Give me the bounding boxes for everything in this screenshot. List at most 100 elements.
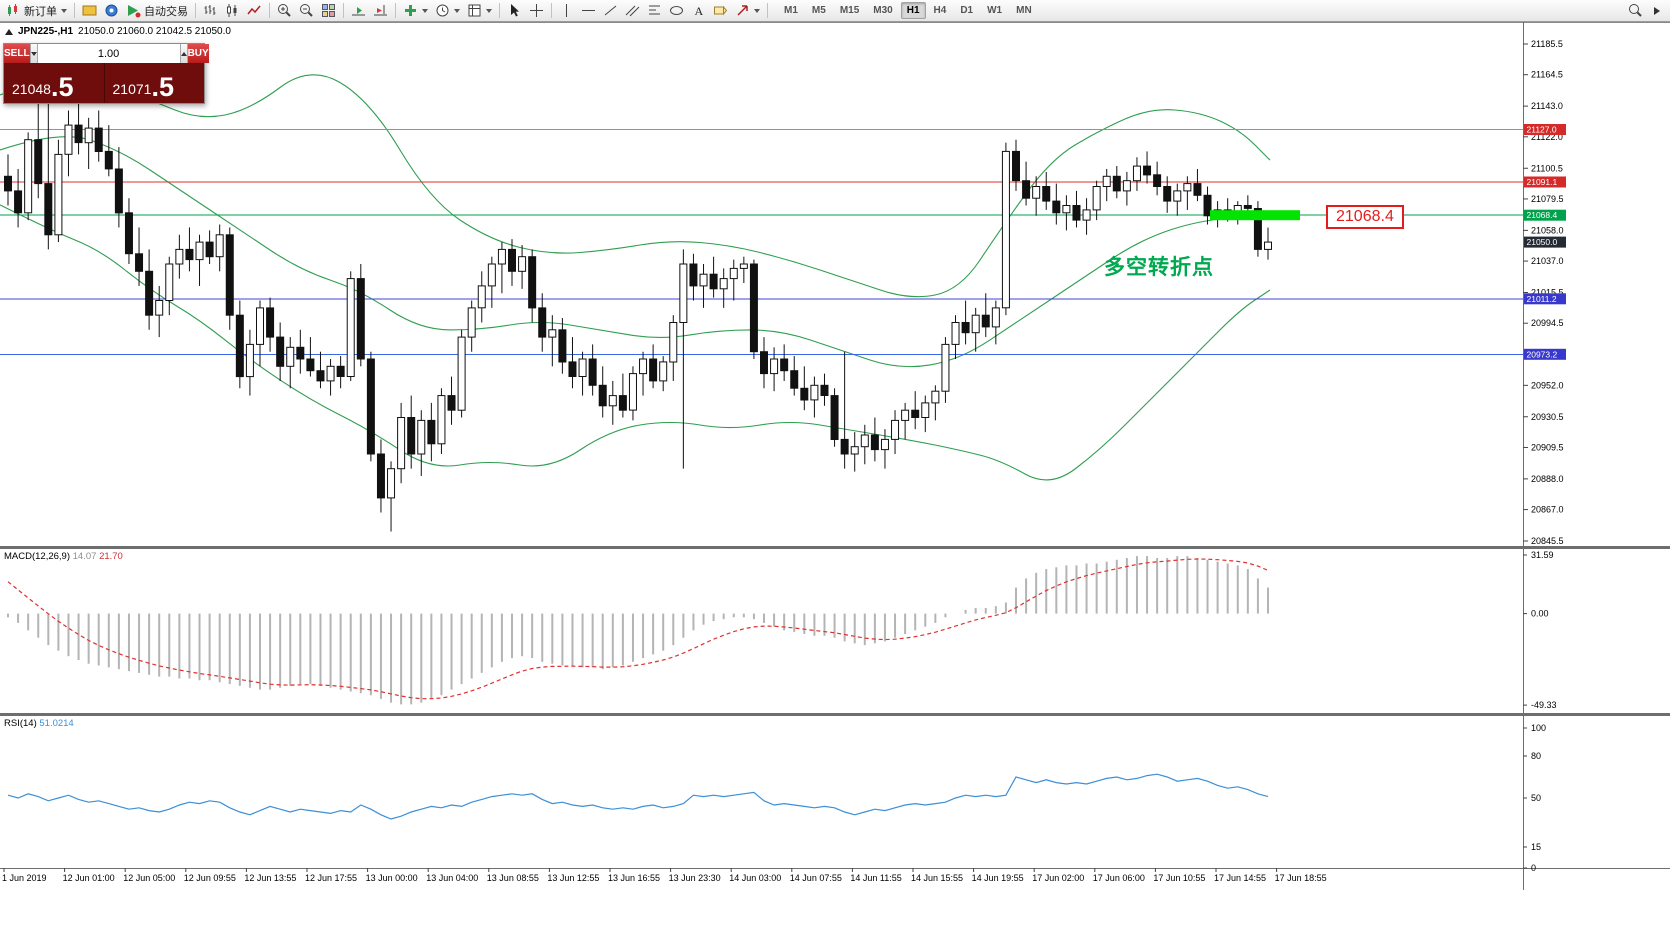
new-order-button[interactable]: 新订单 [3, 1, 70, 21]
timeframe-D1[interactable]: D1 [960, 5, 974, 16]
horizontal-line-tool[interactable] [578, 1, 599, 21]
rsi-label: RSI(14) 51.0214 [4, 718, 74, 729]
candle-body [558, 329, 567, 363]
zoom-in-button[interactable] [274, 1, 295, 21]
volume-down-button[interactable] [29, 44, 38, 63]
candle-body [1264, 241, 1272, 250]
scroll-end-button[interactable] [1647, 1, 1667, 21]
candle-body [760, 351, 768, 375]
time-axis-label: 17 Jun 18:55 [1275, 873, 1327, 883]
cursor-button[interactable] [504, 1, 525, 21]
price-tag-label: 20973.2 [1527, 349, 1558, 359]
buy-price-fraction: .5 [151, 72, 174, 103]
vertical-line-tool[interactable] [556, 1, 577, 21]
time-axis-label: 14 Jun 19:55 [972, 873, 1024, 883]
sell-button[interactable]: SELL [4, 44, 30, 63]
channel-tool[interactable] [622, 1, 643, 21]
indicators-button[interactable] [400, 1, 431, 21]
zoom-out-icon [300, 4, 313, 17]
price-axis-label: 20888.0 [1531, 474, 1564, 484]
templates-button[interactable] [464, 1, 495, 21]
text-tool[interactable]: A [688, 1, 709, 21]
price-axis[interactable]: 21185.5 21164.5 21143.0 21122.0 21100.5 21079… [1523, 39, 1566, 546]
candle-body [669, 322, 678, 363]
collapse-arrow-icon[interactable] [5, 28, 13, 35]
chart-title: JPN225-,H1 21050.0 21060.0 21042.5 21050… [5, 26, 231, 37]
candle-body [84, 127, 93, 144]
time-axis[interactable]: 1 Jun 2019 12 Jun 01:00 12 Jun 05:00 12 Jun… [2, 868, 1327, 883]
volume-up-button[interactable] [179, 44, 188, 63]
toolbar-separator [195, 3, 196, 18]
volume-input[interactable] [37, 44, 180, 63]
toolbar-separator [551, 3, 552, 18]
clock-icon [436, 4, 449, 17]
candle-body [286, 346, 295, 367]
fibonacci-tool[interactable] [644, 1, 665, 21]
rsi-axis[interactable]: 100 80 50 15 0 [1523, 723, 1546, 873]
timeframe-M1[interactable]: M1 [784, 5, 798, 16]
buy-quote[interactable]: 21071 .5 [103, 63, 205, 103]
tile-windows-button[interactable] [318, 1, 339, 21]
arrows-tool[interactable] [732, 1, 763, 21]
toolbar: 新订单 自动交易 A M1 M5 M15 M30 H1 H4 D1 W1 MN [0, 0, 1670, 22]
time-axis-label: 17 Jun 10:55 [1153, 873, 1205, 883]
candle-body [195, 241, 204, 261]
buy-button[interactable]: BUY [187, 44, 209, 63]
candle-body [407, 417, 416, 455]
toolbar-separator [499, 3, 500, 18]
candle-body [1203, 194, 1212, 217]
price-axis-label: 20952.0 [1531, 380, 1564, 390]
candle-body [14, 190, 23, 214]
bar-chart-button[interactable] [200, 1, 221, 21]
timeframe-H4[interactable]: H4 [933, 5, 947, 16]
auto-trading-button[interactable]: 自动交易 [123, 1, 191, 21]
timeframe-H1[interactable]: H1 [900, 2, 926, 19]
candle-body [1052, 200, 1061, 214]
candle-body [145, 270, 154, 316]
candle-body [1122, 180, 1131, 192]
auto-scroll-button[interactable] [348, 1, 369, 21]
line-chart-button[interactable] [244, 1, 265, 21]
trendline-tool[interactable] [600, 1, 621, 21]
candle-body [528, 256, 537, 309]
timeframe-M15[interactable]: M15 [839, 5, 860, 16]
profiles-button[interactable] [101, 1, 122, 21]
chevron-down-icon [422, 8, 428, 13]
quote-panel: 21048 .5 21071 .5 [4, 63, 204, 103]
auto-trading-icon [128, 5, 141, 18]
panel-separators[interactable] [0, 22, 1670, 890]
shapes-tool[interactable] [666, 1, 687, 21]
periods-button[interactable] [432, 1, 463, 21]
candle-body [1062, 205, 1071, 214]
candle-body [447, 395, 456, 411]
candle-body [628, 373, 637, 411]
candle-body [820, 384, 829, 396]
crosshair-button[interactable] [526, 1, 547, 21]
candle-body [155, 300, 164, 316]
chart-shift-button[interactable] [370, 1, 391, 21]
time-axis-label: 12 Jun 13:55 [244, 873, 296, 883]
timeframe-MN[interactable]: MN [1016, 5, 1032, 16]
zoom-out-button[interactable] [296, 1, 317, 21]
candle-body [780, 358, 789, 372]
candlestick-chart-button[interactable] [222, 1, 243, 21]
candle-body [497, 248, 506, 265]
timeframe-M30[interactable]: M30 [873, 5, 893, 16]
timeframe-W1[interactable]: W1 [987, 5, 1003, 16]
candle-body [185, 248, 194, 261]
macd-axis[interactable]: 31.59 0.00 -49.33 [1523, 550, 1557, 710]
chart-annotation[interactable]: 多空转折点 [1104, 256, 1214, 279]
price-callout[interactable]: 21068.4 [1326, 205, 1404, 229]
label-tool[interactable] [710, 1, 731, 21]
sell-quote[interactable]: 21048 .5 [4, 63, 104, 103]
layouts-button[interactable] [79, 1, 100, 21]
timeframe-M5[interactable]: M5 [811, 5, 826, 16]
chart-search-button[interactable] [1625, 1, 1646, 21]
candle-body [306, 358, 315, 372]
highlight-band[interactable] [1210, 210, 1300, 221]
rsi-axis-label: 100 [1531, 723, 1546, 733]
search-icon [1629, 4, 1642, 17]
candle-body [951, 322, 960, 345]
candle-body [296, 346, 305, 360]
